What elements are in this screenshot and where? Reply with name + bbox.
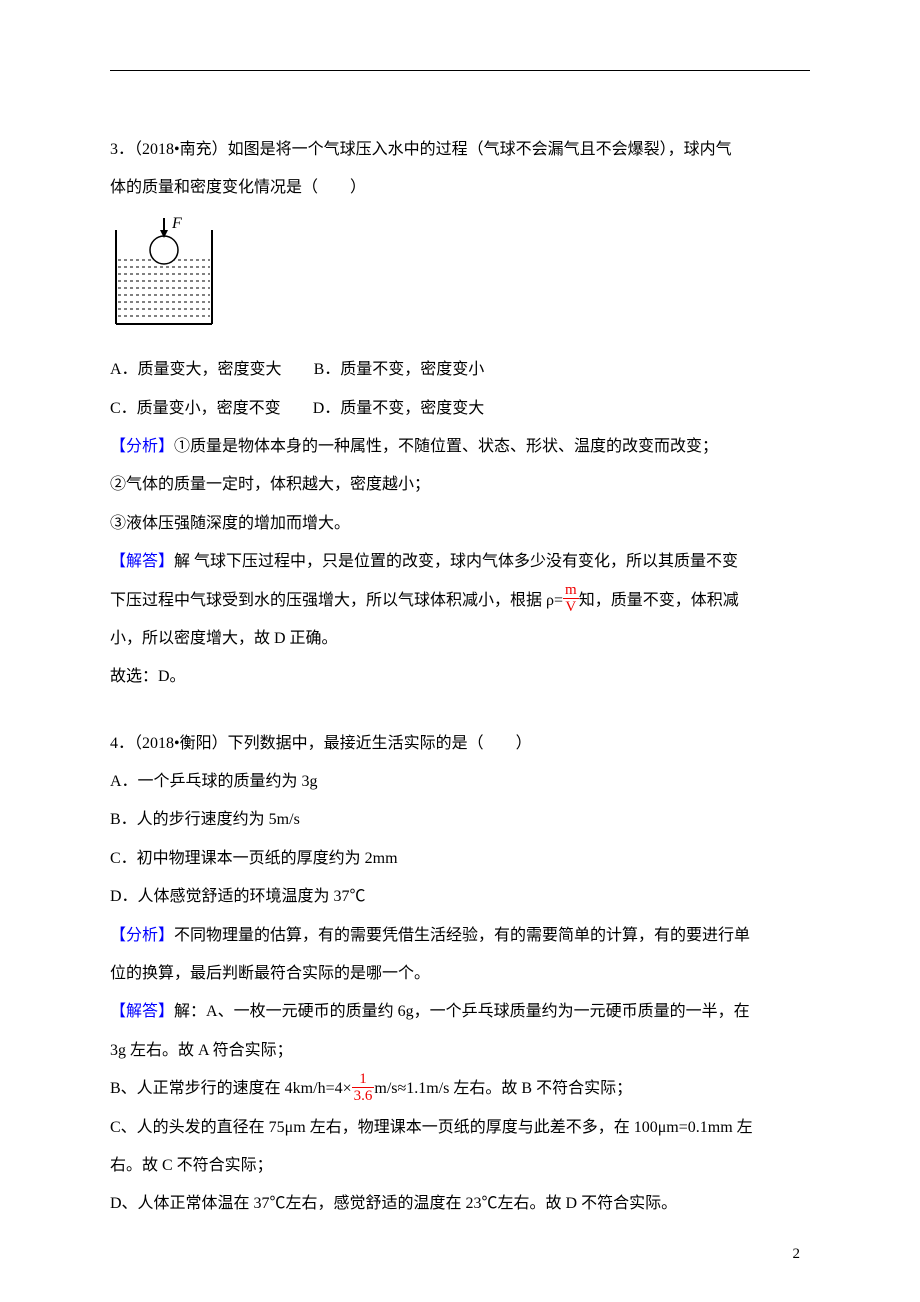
q4-analysis-line1: 【分析】不同物理量的估算，有的需要凭借生活经验，有的需要简单的计算，有的要进行单 (110, 917, 810, 955)
q4-stem: 4．（2018•衡阳）下列数据中，最接近生活实际的是（ ） (110, 725, 810, 763)
q3-answer-line3: 小，所以密度增大，故 D 正确。 (110, 620, 810, 658)
q4-answer-C2: 右。故 C 不符合实际； (110, 1147, 810, 1185)
answer-label: 【解答】 (110, 1003, 174, 1020)
q4-analysis-line2: 位的换算，最后判断最符合实际的是哪一个。 (110, 955, 810, 993)
frac-num: m (563, 582, 579, 600)
q4-answer-A: 【解答】解：A、一枚一元硬币的质量约 6g，一个乒乓球质量约为一元硬币质量的一半… (110, 993, 810, 1031)
q4-ans-B-b: m/s≈1.1m/s 左右。故 B 不符合实际； (374, 1080, 632, 1097)
frac-den: V (563, 599, 579, 616)
q3-options-row1: A．质量变大，密度变大 B．质量不变，密度变小 (110, 351, 810, 389)
q3-opt-a: A．质量变大，密度变大 (110, 361, 282, 378)
balloon-in-water-diagram: F (110, 216, 218, 328)
q4-opt-d: D．人体感觉舒适的环境温度为 37℃ (110, 878, 810, 916)
fraction-m-over-v: mV (563, 582, 579, 616)
q4-opt-b: B．人的步行速度约为 5m/s (110, 801, 810, 839)
q3-analysis-text1: ①质量是物体本身的一种属性，不随位置、状态、形状、温度的改变而改变； (174, 438, 718, 455)
q3-options-row2: C．质量变小，密度不变 D．质量不变，密度变大 (110, 390, 810, 428)
analysis-label: 【分析】 (110, 927, 174, 944)
q4-ans-A-text: 解：A、一枚一元硬币的质量约 6g，一个乒乓球质量约为一元硬币质量的一半，在 (174, 1003, 750, 1020)
q3-diagram: F (110, 216, 810, 343)
q4-answer-B: B、人正常步行的速度在 4km/h=4×13.6m/s≈1.1m/s 左右。故 … (110, 1070, 810, 1108)
q4-answer-D: D、人体正常体温在 37℃左右，感觉舒适的温度在 23℃左右。故 D 不符合实际… (110, 1185, 810, 1223)
q3-analysis-line1: 【分析】①质量是物体本身的一种属性，不随位置、状态、形状、温度的改变而改变； (110, 428, 810, 466)
page-number: 2 (793, 1236, 801, 1272)
q4-opt-c: C．初中物理课本一页纸的厚度约为 2mm (110, 840, 810, 878)
q3-answer-line4: 故选：D。 (110, 658, 810, 696)
top-rule (110, 70, 810, 71)
frac-num: 1 (352, 1071, 375, 1089)
q3-analysis-line3: ③液体压强随深度的增加而增大。 (110, 505, 810, 543)
q3-opt-b: B．质量不变，密度变小 (314, 361, 485, 378)
q4-analysis-text1: 不同物理量的估算，有的需要凭借生活经验，有的需要简单的计算，有的要进行单 (174, 927, 750, 944)
q3-ans-l2a: 下压过程中气球受到水的压强增大，所以气球体积减小，根据 ρ= (110, 592, 563, 609)
spacer (110, 697, 810, 725)
q3-opt-d: D．质量不变，密度变大 (313, 400, 485, 417)
q3-answer-line1: 【解答】解 气球下压过程中，只是位置的改变，球内气体多少没有变化，所以其质量不变 (110, 543, 810, 581)
q3-opt-c: C．质量变小，密度不变 (110, 400, 281, 417)
q3-ans-text1: 解 气球下压过程中，只是位置的改变，球内气体多少没有变化，所以其质量不变 (174, 553, 738, 570)
answer-label: 【解答】 (110, 553, 174, 570)
q4-answer-A2: 3g 左右。故 A 符合实际； (110, 1032, 810, 1070)
q3-analysis-line2: ②气体的质量一定时，体积越大，密度越小； (110, 466, 810, 504)
q3-ans-l2b: 知，质量不变，体积减 (579, 592, 739, 609)
q4-opt-a: A．一个乒乓球的质量约为 3g (110, 763, 810, 801)
force-label: F (171, 216, 182, 232)
fraction-1-over-3p6: 13.6 (352, 1071, 375, 1105)
q3-stem-line2: 体的质量和密度变化情况是（ ） (110, 169, 810, 207)
q4-answer-C: C、人的头发的直径在 75μm 左右，物理课本一页纸的厚度与此差不多，在 100… (110, 1109, 810, 1147)
q3-stem-line1: 3．（2018•南充）如图是将一个气球压入水中的过程（气球不会漏气且不会爆裂），… (110, 131, 810, 169)
q3-answer-line2: 下压过程中气球受到水的压强增大，所以气球体积减小，根据 ρ=mV知，质量不变，体… (110, 582, 810, 620)
analysis-label: 【分析】 (110, 438, 174, 455)
frac-den: 3.6 (352, 1088, 375, 1105)
q4-ans-B-a: B、人正常步行的速度在 4km/h=4× (110, 1080, 352, 1097)
